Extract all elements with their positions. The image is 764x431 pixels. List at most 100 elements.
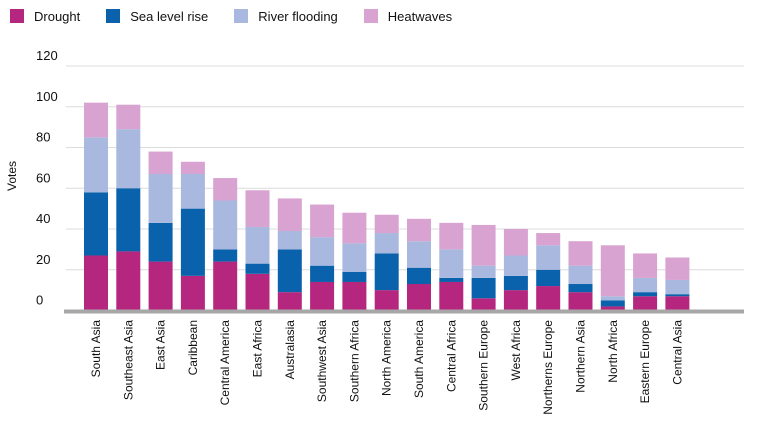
y-tick-label: 40 (36, 211, 50, 226)
bar-segment-heatwaves (536, 233, 561, 246)
x-tick-label: North America (380, 320, 394, 396)
bar-segment-sea-level-rise (148, 222, 173, 262)
bar-segment-heatwaves (665, 257, 690, 280)
bar-segment-sea-level-rise (374, 253, 399, 291)
bar-segment-heatwaves (600, 245, 625, 297)
chart-legend: Drought Sea level rise River flooding He… (10, 6, 478, 26)
x-tick-label: Southwest Asia (315, 320, 329, 402)
legend-swatch-drought (10, 9, 24, 23)
legend-swatch-sea-level-rise (106, 9, 121, 23)
bar-segment-drought (568, 292, 593, 311)
legend-item-drought: Drought (10, 9, 80, 24)
bars (84, 102, 690, 311)
bar-segment-sea-level-rise (116, 188, 141, 252)
bar-segment-drought (471, 298, 496, 311)
bar-segment-drought (213, 261, 238, 311)
bar-segment-heatwaves (148, 151, 173, 174)
x-tick-label: Northerns Europe (541, 320, 555, 415)
bar-segment-heatwaves (310, 204, 335, 238)
y-axis-label: Votes (5, 161, 19, 191)
bar-segment-sea-level-rise (568, 284, 593, 293)
bar-segment-river-flooding (116, 129, 141, 189)
legend-item-sea-level-rise: Sea level rise (106, 9, 208, 24)
legend-swatch-river-flooding (234, 9, 249, 23)
x-tick-label: Central Asia (670, 320, 684, 385)
bar-segment-sea-level-rise (471, 277, 496, 299)
bar-segment-sea-level-rise (245, 263, 270, 274)
bar-segment-river-flooding (407, 241, 431, 268)
bar-segment-sea-level-rise (503, 275, 528, 291)
bar-segment-heatwaves (503, 229, 528, 256)
bar-segment-heatwaves (277, 198, 302, 232)
bar-segment-heatwaves (342, 212, 367, 244)
bar-segment-river-flooding (568, 265, 593, 285)
x-tick-label: Southern Africa (347, 320, 361, 402)
bar-segment-heatwaves (568, 241, 593, 266)
bar-segment-drought (180, 275, 205, 311)
bar-segment-heatwaves (116, 104, 141, 130)
legend-label-drought: Drought (34, 8, 81, 24)
legend-swatch-heatwaves (363, 9, 378, 23)
bar-segment-sea-level-rise (407, 267, 431, 285)
bar-segment-heatwaves (213, 178, 238, 201)
bar-segment-drought (503, 290, 528, 311)
bar-segment-river-flooding (245, 226, 270, 264)
y-tick-label: 60 (36, 170, 50, 185)
bar-segment-river-flooding (84, 137, 108, 193)
bar-segment-river-flooding (310, 237, 335, 266)
bar-segment-drought (665, 296, 690, 311)
bar-segment-river-flooding (471, 265, 496, 278)
x-tick-label: Southern Europe (477, 320, 491, 411)
legend-item-heatwaves: Heatwaves (363, 8, 453, 24)
legend-label-sea-level-rise: Sea level rise (130, 8, 209, 24)
bar-segment-drought (116, 251, 141, 311)
bar-segment-river-flooding (180, 173, 205, 209)
y-tick-label: 0 (36, 293, 43, 308)
bar-segment-drought (633, 296, 658, 311)
x-tick-label: West Africa (509, 320, 523, 381)
bar-segment-drought (310, 281, 335, 311)
bar-segment-sea-level-rise (633, 292, 658, 297)
x-tick-label: North Africa (606, 320, 620, 383)
bar-segment-heatwaves (471, 224, 496, 266)
bar-segment-river-flooding (633, 277, 658, 293)
bar-segment-river-flooding (148, 173, 173, 223)
gridlines (66, 65, 744, 271)
legend-item-river-flooding: River flooding (234, 9, 338, 24)
x-tick-label: Caribbean (186, 320, 200, 375)
bar-segment-sea-level-rise (600, 300, 625, 307)
x-tick-label: Southeast Asia (121, 320, 135, 400)
bar-segment-heatwaves (374, 214, 399, 234)
bar-segment-sea-level-rise (665, 294, 690, 297)
y-tick-label: 100 (36, 89, 58, 104)
bar-segment-drought (245, 273, 270, 311)
x-tick-label: South America (412, 320, 426, 398)
bar-segment-heatwaves (407, 218, 431, 242)
bar-segment-heatwaves (245, 190, 270, 227)
axes: 0 20 40 60 80 100 120 South Asia Southeast Asia E… (36, 48, 744, 415)
bar-segment-sea-level-rise (310, 265, 335, 282)
x-tick-label: Central Africa (444, 320, 458, 392)
bar-segment-drought (407, 284, 431, 311)
bar-segment-heatwaves (84, 102, 108, 138)
bar-segment-sea-level-rise (342, 271, 367, 282)
x-tick-label: Central America (218, 320, 232, 406)
bar-segment-river-flooding (665, 279, 690, 295)
bar-segment-river-flooding (439, 249, 464, 278)
y-tick-label: 80 (36, 130, 50, 145)
legend-label-heatwaves: Heatwaves (387, 8, 453, 24)
bar-segment-river-flooding (503, 255, 528, 276)
bar-segment-drought (439, 281, 464, 311)
bar-segment-river-flooding (600, 296, 625, 301)
bar-segment-sea-level-rise (439, 277, 464, 282)
bar-segment-river-flooding (277, 231, 302, 250)
bar-segment-river-flooding (213, 200, 238, 250)
x-tick-label: Northern Asia (574, 320, 588, 393)
bar-segment-sea-level-rise (180, 208, 205, 276)
bar-segment-sea-level-rise (536, 269, 561, 287)
x-axis-baseline (64, 309, 744, 314)
bar-segment-drought (342, 281, 367, 311)
bar-segment-drought (536, 286, 561, 311)
x-tick-label: East Asia (154, 320, 168, 370)
